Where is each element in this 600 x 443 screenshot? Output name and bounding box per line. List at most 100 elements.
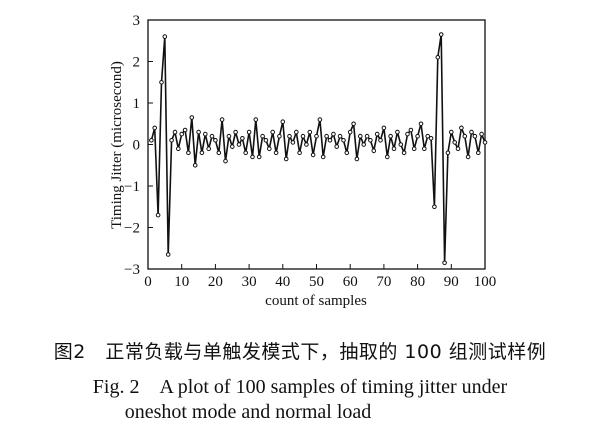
data-point	[260, 133, 265, 139]
data-point	[246, 129, 252, 135]
data-point	[240, 136, 245, 141]
data-point	[290, 140, 296, 145]
data-point	[169, 138, 174, 143]
data-point	[452, 140, 458, 145]
figure-caption-english-line2: oneshot mode and normal load	[124, 401, 372, 423]
data-point	[472, 133, 478, 139]
x-tick-label: 50	[309, 274, 324, 290]
data-point	[462, 133, 468, 139]
data-point	[364, 133, 370, 139]
data-point	[317, 117, 323, 122]
data-point	[310, 152, 316, 158]
data-point	[219, 117, 225, 122]
data-point	[236, 142, 242, 147]
data-point	[435, 55, 441, 60]
y-tick-label: 3	[133, 13, 141, 29]
data-point	[331, 131, 336, 137]
data-point	[226, 133, 232, 139]
data-point	[445, 150, 451, 156]
x-tick-label: 30	[242, 274, 257, 290]
data-point	[267, 146, 272, 151]
data-point	[179, 131, 184, 137]
y-tick-labels: −3 −2 −1 0 1 2 3	[124, 13, 140, 278]
data-point	[307, 129, 313, 135]
data-point	[334, 144, 340, 149]
data-point	[415, 133, 420, 139]
y-tick-label: 1	[133, 96, 141, 112]
y-tick-label: 2	[133, 55, 141, 71]
data-point	[351, 121, 356, 127]
data-point	[253, 117, 259, 122]
data-point	[354, 156, 360, 162]
data-point	[206, 146, 211, 151]
data-point	[411, 146, 417, 151]
x-tick-label: 10	[174, 274, 189, 290]
data-point	[428, 136, 434, 141]
data-point	[186, 150, 191, 156]
data-point	[304, 142, 309, 147]
x-axis-title: count of samples	[265, 293, 367, 309]
data-point	[469, 129, 474, 135]
data-point	[459, 125, 464, 131]
data-point	[263, 138, 269, 143]
data-point	[230, 144, 235, 149]
data-point	[196, 129, 201, 135]
data-point	[347, 129, 353, 135]
x-tick-label: 80	[410, 274, 425, 290]
data-point	[449, 129, 454, 135]
data-point	[273, 150, 279, 156]
data-point	[192, 163, 198, 168]
data-point	[189, 115, 195, 120]
jitter-data-points	[149, 32, 488, 266]
data-point	[378, 138, 383, 143]
x-tick-label: 60	[343, 274, 358, 290]
x-tick-label: 20	[208, 274, 223, 290]
data-point	[344, 150, 350, 156]
jitter-chart: 0 10 20 30 40 50 60 70 80 90 100 −3 −2 −1 0 1 2 3 count …	[109, 13, 496, 309]
data-point	[314, 133, 319, 139]
data-point	[203, 131, 208, 137]
data-point	[455, 146, 461, 151]
data-point	[277, 133, 282, 139]
data-point	[223, 158, 228, 164]
data-point	[327, 138, 333, 143]
data-point	[300, 133, 306, 139]
data-point	[391, 146, 397, 151]
data-point	[287, 133, 292, 139]
data-point	[358, 133, 363, 139]
data-point	[172, 129, 178, 135]
data-point	[280, 119, 286, 124]
figure-caption-chinese: 图2 正常负载与单触发模式下，抽取的 100 组测试样例	[53, 341, 547, 363]
data-point	[341, 138, 346, 143]
data-point	[385, 154, 390, 160]
data-point	[425, 133, 431, 139]
y-tick-label: −3	[124, 262, 140, 278]
data-point	[213, 138, 218, 143]
data-point	[482, 140, 488, 145]
data-point	[432, 204, 437, 210]
jitter-series-line	[150, 34, 486, 263]
data-point	[337, 133, 343, 139]
data-point	[476, 150, 481, 156]
data-point	[216, 150, 222, 156]
data-point	[209, 133, 215, 139]
data-point	[479, 131, 484, 137]
x-tick-label: 40	[275, 274, 290, 290]
data-point	[159, 80, 164, 85]
data-point	[368, 138, 373, 143]
axis-ticks	[147, 19, 486, 270]
x-tick-label: 0	[144, 274, 152, 290]
x-tick-label: 70	[376, 274, 391, 290]
data-point	[165, 252, 171, 257]
data-point	[283, 156, 289, 162]
data-point	[149, 138, 154, 143]
data-point	[395, 129, 400, 135]
data-point	[405, 131, 410, 137]
data-point	[162, 34, 168, 39]
data-point	[374, 131, 380, 137]
data-point	[243, 150, 248, 156]
y-tick-label: −1	[124, 179, 140, 195]
data-point	[256, 154, 262, 160]
plot-frame	[147, 19, 486, 270]
y-axis-title: Timing Jitter (microsecond)	[109, 61, 125, 229]
